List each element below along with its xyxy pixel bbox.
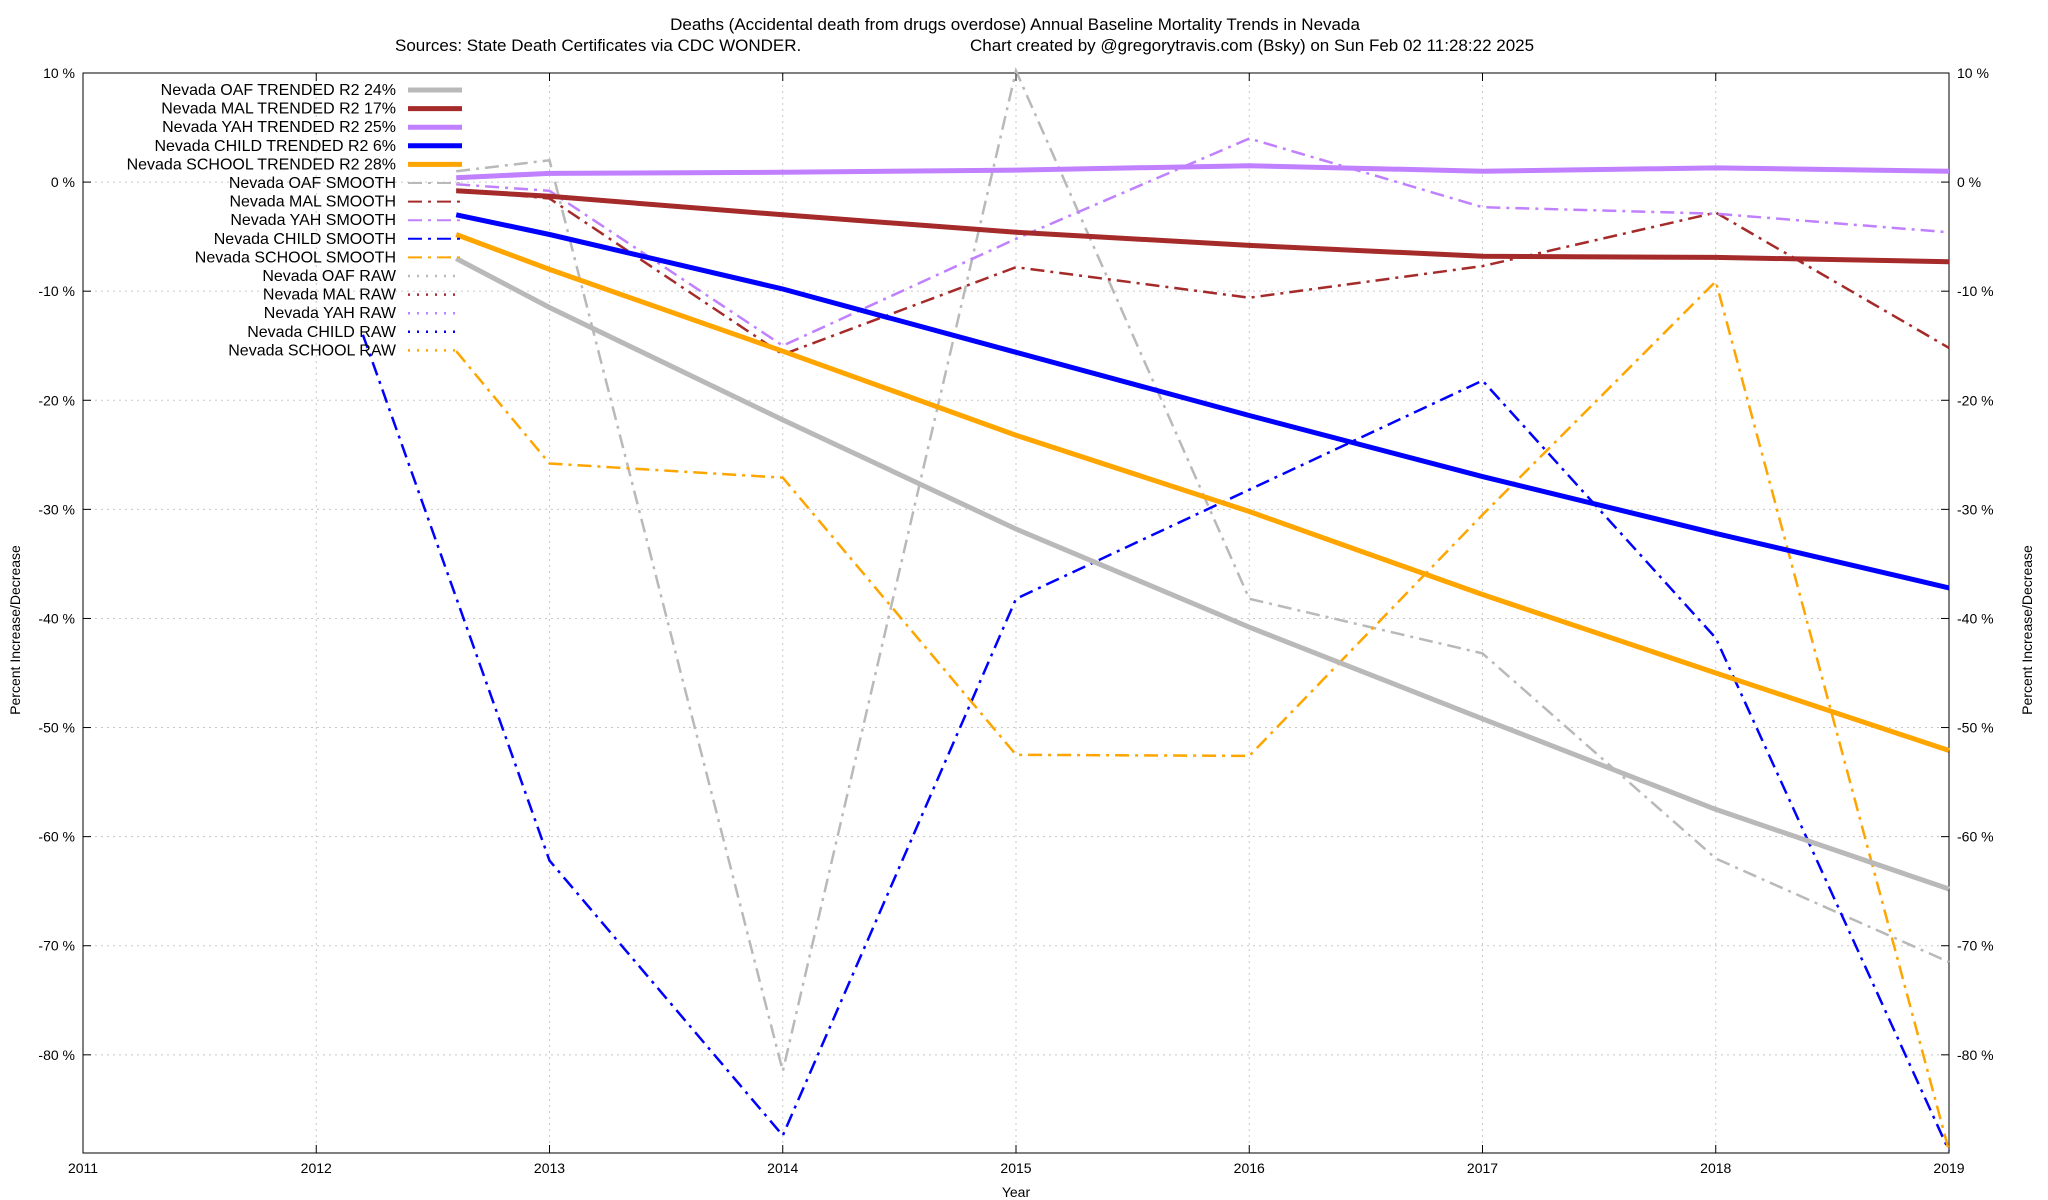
y-tick-label-left: -80 % xyxy=(38,1047,75,1063)
ticks: 2011 2012 2013 2014 2015 2016 2017 2018 2019 10 %… xyxy=(38,65,1993,1176)
series-line-nevada-oaf-trended-r2-24 xyxy=(455,256,1950,892)
y-tick-label-right: 0 % xyxy=(1957,174,1981,190)
chart-credit: Chart created by @gregorytravis.com (Bsk… xyxy=(970,36,1534,55)
y-tick-label-right: -50 % xyxy=(1957,720,1994,736)
y-tick-label-right: 10 % xyxy=(1957,65,1989,81)
series-line-nevada-mal-trended-r2-17 xyxy=(456,188,1950,265)
y-tick-label-left: -50 % xyxy=(38,720,75,736)
y-tick-label-right: -20 % xyxy=(1957,392,1994,408)
legend-label: Nevada YAH TRENDED R2 25% xyxy=(162,119,396,136)
y-tick-label-right: -10 % xyxy=(1957,283,1994,299)
y-tick-label-left: -30 % xyxy=(38,501,75,517)
legend-label: Nevada CHILD TRENDED R2 6% xyxy=(154,138,396,155)
x-tick-label: 2014 xyxy=(767,1160,798,1176)
y-tick-label-right: -80 % xyxy=(1957,1047,1994,1063)
series-line-nevada-yah-trended-r2-25 xyxy=(456,163,1950,181)
legend-label: Nevada MAL TRENDED R2 17% xyxy=(161,101,396,118)
legend-label: Nevada OAF TRENDED R2 24% xyxy=(161,82,396,99)
series-line-nevada-school-smooth xyxy=(455,278,1951,1152)
x-axis-label: Year xyxy=(1002,1184,1031,1200)
legend-label: Nevada MAL SMOOTH xyxy=(229,194,396,211)
series-line-nevada-child-trended-r2-6 xyxy=(455,212,1950,591)
y-axis-label-left: Percent Increase/Decrease xyxy=(7,545,23,715)
legend-label: Nevada OAF SMOOTH xyxy=(229,175,396,192)
series-line-nevada-yah-smooth xyxy=(456,137,1950,348)
series-line-nevada-child-smooth xyxy=(361,334,1951,1152)
legend-label: Nevada SCHOOL SMOOTH xyxy=(195,249,396,266)
x-tick-label: 2015 xyxy=(1000,1160,1031,1176)
legend: Nevada OAF TRENDED R2 24% Nevada MAL TREN… xyxy=(127,82,462,359)
legend-label: Nevada YAH RAW xyxy=(264,305,397,322)
legend-label: Nevada SCHOOL RAW xyxy=(228,342,397,359)
chart-title: Deaths (Accidental death from drugs over… xyxy=(670,15,1360,34)
y-tick-label-left: -70 % xyxy=(38,938,75,954)
x-tick-label: 2018 xyxy=(1700,1160,1731,1176)
y-tick-label-left: 0 % xyxy=(51,174,75,190)
y-tick-label-left: -40 % xyxy=(38,610,75,626)
y-axis-label-right: Percent Increase/Decrease xyxy=(2019,545,2035,715)
y-tick-label-right: -40 % xyxy=(1957,610,1994,626)
legend-label: Nevada OAF RAW xyxy=(262,268,397,285)
x-tick-label: 2019 xyxy=(1933,1160,1964,1176)
legend-label: Nevada SCHOOL TRENDED R2 28% xyxy=(127,156,396,173)
y-tick-label-left: -20 % xyxy=(38,392,75,408)
legend-label: Nevada YAH SMOOTH xyxy=(230,212,396,229)
x-tick-label: 2012 xyxy=(301,1160,332,1176)
y-tick-label-left: -10 % xyxy=(38,283,75,299)
x-tick-label: 2016 xyxy=(1234,1160,1265,1176)
y-tick-label-left: 10 % xyxy=(43,65,75,81)
y-tick-label-right: -30 % xyxy=(1957,501,1994,517)
series-line-nevada-school-trended-r2-28 xyxy=(455,232,1950,753)
x-tick-label: 2011 xyxy=(68,1160,98,1176)
x-tick-label: 2017 xyxy=(1467,1160,1498,1176)
chart-sources: Sources: State Death Certificates via CD… xyxy=(395,36,801,55)
y-tick-label-right: -70 % xyxy=(1957,938,1994,954)
y-tick-label-left: -60 % xyxy=(38,829,75,845)
legend-label: Nevada MAL RAW xyxy=(263,287,397,304)
series-line-nevada-oaf-smooth xyxy=(456,66,1950,1072)
series-lines xyxy=(361,66,1951,1152)
grid xyxy=(82,72,1950,1153)
y-tick-label-right: -60 % xyxy=(1957,829,1994,845)
legend-label: Nevada CHILD SMOOTH xyxy=(214,231,396,248)
legend-label: Nevada CHILD RAW xyxy=(247,324,397,341)
x-tick-label: 2013 xyxy=(534,1160,565,1176)
